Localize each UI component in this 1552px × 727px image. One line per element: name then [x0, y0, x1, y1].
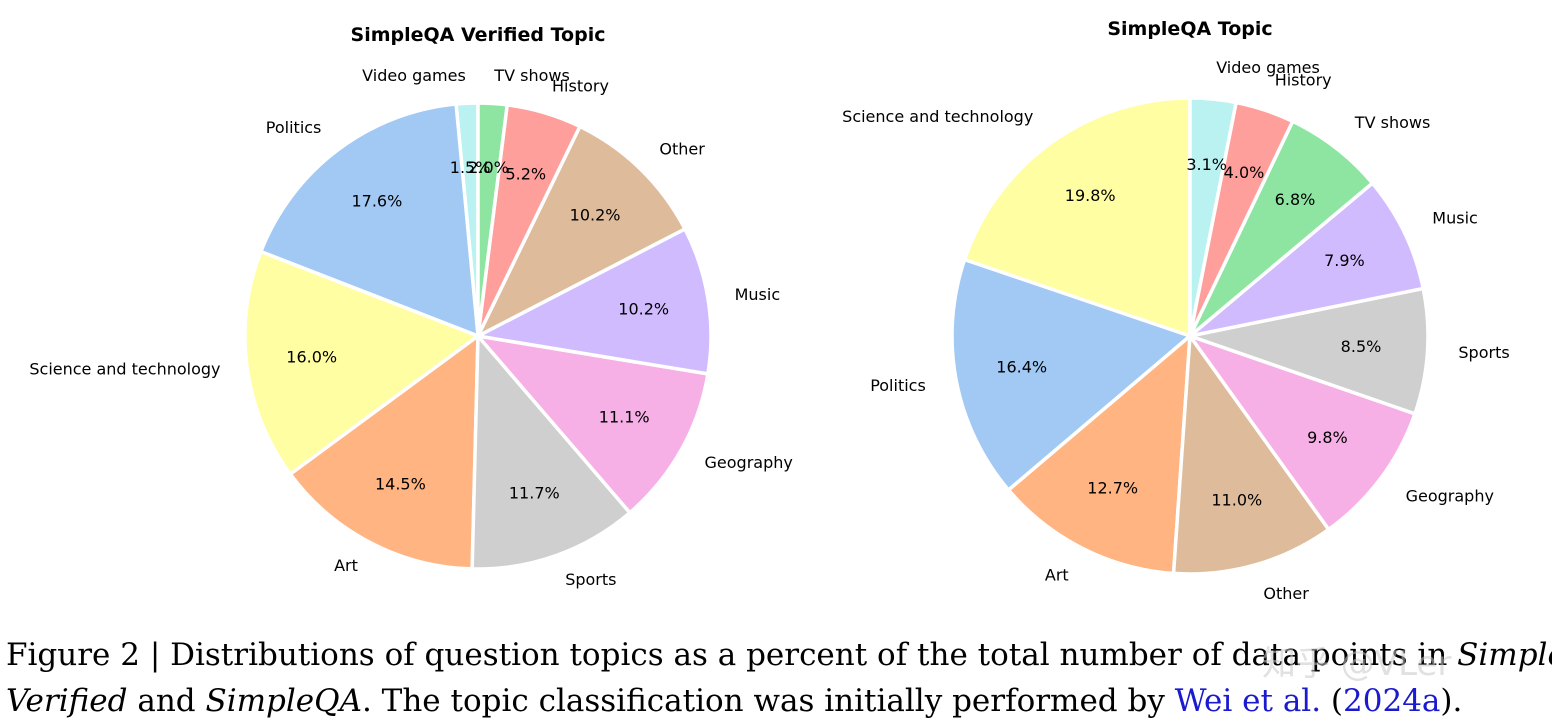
simpleqa-chart-title: SimpleQA Topic	[1107, 18, 1272, 40]
verified-chart-title: SimpleQA Verified Topic	[351, 24, 606, 46]
verified-pct-geography: 11.1%	[599, 408, 650, 427]
verified-slice-art	[288, 334, 480, 571]
simpleqa-label-other: Other	[1263, 584, 1309, 603]
verified-pct-music: 10.2%	[618, 299, 669, 318]
simpleqa-label-science-and-technology: Science and technology	[842, 107, 1033, 126]
simpleqa-slice-science-and-technology	[962, 96, 1192, 338]
simpleqa-label-video-games: Video games	[1216, 58, 1320, 77]
verified-slice-geography	[476, 334, 710, 515]
verified-slice-music	[476, 227, 713, 376]
simpleqa-pct-video-games: 3.1%	[1186, 155, 1227, 174]
verified-pct-other: 10.2%	[570, 205, 621, 224]
verified-label-geography: Geography	[705, 453, 793, 472]
simpleqa-slice-geography	[1188, 334, 1417, 532]
pie-charts-figure: SimpleQA Verified Topic Video games 1.5% P…	[29, 18, 1510, 603]
caption-verified-italic: Verified	[6, 683, 128, 719]
verified-slices	[243, 101, 713, 571]
verified-pct-video-games: 1.5%	[450, 158, 491, 177]
simpleqa-pct-art: 12.7%	[1087, 478, 1138, 497]
verified-label-science-and-technology: Science and technology	[29, 360, 220, 379]
simpleqa-labels: Science and technology 19.8% Politics 16.4%…	[842, 58, 1510, 603]
verified-pct-sports: 11.7%	[509, 484, 560, 503]
caption-text-2: . The topic classification was initially…	[361, 683, 1175, 719]
caption-text: Figure 2 | Distributions of question top…	[6, 637, 1458, 673]
simpleqa-pct-other: 11.0%	[1211, 490, 1262, 509]
verified-topic-pie-chart: SimpleQA Verified Topic Video games 1.5% P…	[29, 24, 792, 589]
simpleqa-slice-video-games	[1188, 96, 1238, 338]
simpleqa-label-sports: Sports	[1458, 343, 1509, 362]
caption-line-2: Verified and SimpleQA. The topic classif…	[6, 678, 1550, 724]
simpleqa-pct-music: 7.9%	[1324, 251, 1365, 270]
simpleqa-pct-geography: 9.8%	[1307, 428, 1348, 447]
verified-pct-history: 5.2%	[505, 165, 546, 184]
simpleqa-pct-politics: 16.4%	[996, 358, 1047, 377]
verified-label-sports: Sports	[565, 570, 616, 589]
caption-simpleqa-italic: SimpleQA	[1457, 637, 1552, 673]
simpleqa-label-art: Art	[1045, 566, 1069, 585]
simpleqa-slice-other	[1171, 334, 1331, 576]
simpleqa-pct-tv-shows: 6.8%	[1275, 190, 1316, 209]
simpleqa-slice-politics	[950, 257, 1192, 492]
verified-label-art: Art	[334, 556, 358, 575]
verified-label-music: Music	[735, 285, 781, 304]
simpleqa-slices	[950, 96, 1430, 576]
simpleqa-label-music: Music	[1432, 209, 1478, 228]
citation-open-paren: (	[1321, 683, 1344, 719]
verified-slice-sports	[470, 334, 632, 571]
citation-year-link[interactable]: 2024a	[1343, 683, 1441, 719]
citation-close-paren: ).	[1440, 683, 1463, 719]
verified-label-politics: Politics	[266, 118, 322, 137]
verified-pct-science-and-technology: 16.0%	[286, 348, 337, 367]
simpleqa-slice-music	[1188, 181, 1425, 338]
verified-label-tv-shows: TV shows	[493, 66, 570, 85]
verified-label-history: History	[552, 77, 609, 96]
simpleqa-label-tv-shows: TV shows	[1354, 113, 1431, 132]
verified-slice-politics	[259, 102, 480, 338]
verified-label-video-games: Video games	[362, 66, 466, 85]
verified-pct-tv-shows: 2.0%	[468, 158, 509, 177]
simpleqa-label-politics: Politics	[870, 376, 926, 395]
figure-caption: Figure 2 | Distributions of question top…	[6, 632, 1552, 724]
caption-and: and	[127, 683, 206, 719]
simpleqa-slice-art	[1006, 334, 1192, 576]
verified-pct-art: 14.5%	[375, 474, 426, 493]
simpleqa-pct-history: 4.0%	[1224, 163, 1265, 182]
verified-labels: Video games 1.5% Politics 17.6% Science and …	[29, 66, 792, 589]
verified-label-other: Other	[659, 140, 705, 159]
citation-authors-link[interactable]: Wei et al.	[1174, 683, 1322, 719]
simpleqa-label-history: History	[1275, 70, 1332, 89]
simpleqa-label-geography: Geography	[1406, 486, 1494, 505]
simpleqa-pct-sports: 8.5%	[1341, 337, 1382, 356]
caption-line-1: Figure 2 | Distributions of question top…	[6, 632, 1552, 678]
caption-simpleqa-italic-2: SimpleQA	[205, 683, 362, 719]
verified-slice-other	[476, 124, 687, 338]
simpleqa-slice-sports	[1188, 286, 1430, 416]
verified-slice-tv-shows	[476, 101, 509, 338]
verified-slice-science-and-technology	[243, 249, 480, 476]
simpleqa-topic-pie-chart: SimpleQA Topic Science and technology 19.…	[842, 18, 1510, 603]
simpleqa-pct-science-and-technology: 19.8%	[1065, 186, 1116, 205]
verified-pct-politics: 17.6%	[351, 192, 402, 211]
